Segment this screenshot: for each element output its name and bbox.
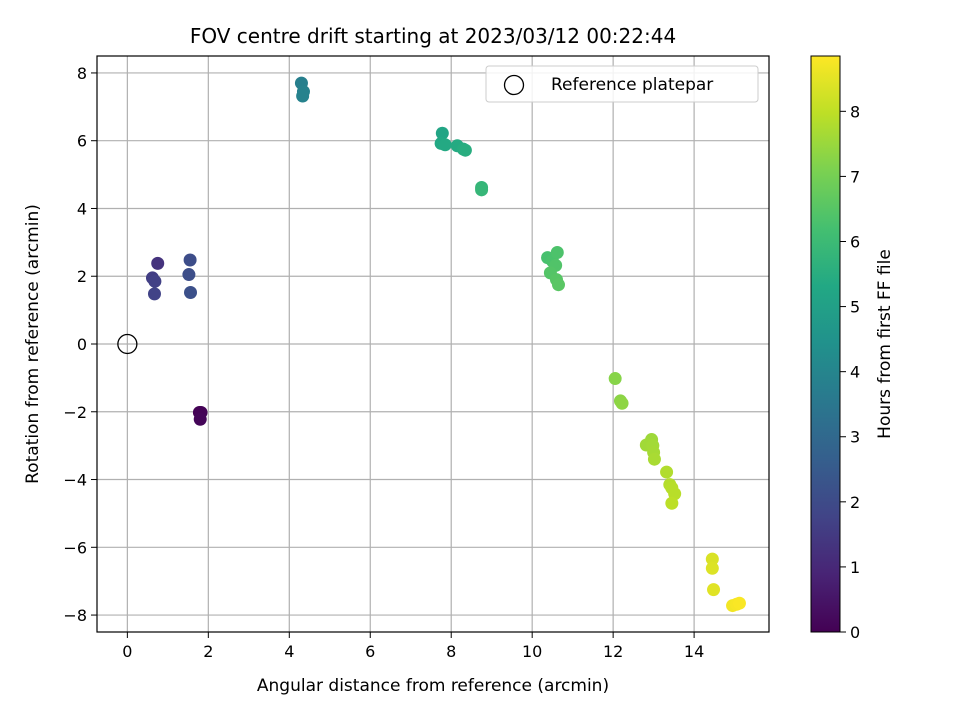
x-tick-label: 0 xyxy=(122,642,132,661)
axis-ticks: 0 2 4 6 8 10 12 14 −8 −6 −4 −2 0 2 4 6 8 xyxy=(63,64,704,661)
colorbar-tick-label: 2 xyxy=(850,493,860,512)
x-tick-label: 14 xyxy=(684,642,704,661)
colorbar-tick-label: 1 xyxy=(850,558,860,577)
legend-reference-label: Reference platepar xyxy=(551,75,713,95)
x-axis-label: Angular distance from reference (arcmin) xyxy=(257,676,609,696)
x-tick-label: 12 xyxy=(603,642,623,661)
colorbar-tick-label: 5 xyxy=(850,298,860,317)
data-point xyxy=(183,253,197,267)
data-point xyxy=(475,183,489,197)
legend-reference-marker-icon xyxy=(503,74,525,96)
data-point xyxy=(608,372,622,386)
data-point xyxy=(705,561,719,575)
data-point xyxy=(615,396,629,410)
data-point xyxy=(296,89,310,103)
colorbar-tick-label: 8 xyxy=(850,102,860,121)
y-tick-label: −6 xyxy=(63,538,87,557)
x-tick-label: 2 xyxy=(203,642,213,661)
x-tick-label: 10 xyxy=(522,642,542,661)
reference-platepar-marker xyxy=(117,333,138,355)
reference-marker-group xyxy=(117,333,138,355)
colorbar-tick-label: 3 xyxy=(850,428,860,447)
data-point xyxy=(732,596,746,610)
data-point xyxy=(705,552,719,566)
data-point xyxy=(435,126,449,140)
colorbar: 0 1 2 3 4 5 6 7 8 Hours from first FF file xyxy=(810,55,895,642)
colorbar-gradient xyxy=(811,56,840,632)
chart-title: FOV centre drift starting at 2023/03/12 … xyxy=(190,24,676,48)
y-tick-label: 4 xyxy=(77,199,87,218)
colorbar-tick-label: 7 xyxy=(850,167,860,186)
data-point xyxy=(665,496,679,510)
y-tick-label: 8 xyxy=(77,64,87,83)
colorbar-tick-label: 6 xyxy=(850,232,860,251)
y-tick-label: 6 xyxy=(77,132,87,151)
grid-lines xyxy=(97,56,769,632)
y-axis-label: Rotation from reference (arcmin) xyxy=(23,204,43,484)
data-point xyxy=(193,412,207,426)
legend: Reference platepar xyxy=(485,65,759,103)
x-tick-label: 4 xyxy=(284,642,294,661)
data-point xyxy=(182,268,196,282)
data-point xyxy=(184,285,198,299)
colorbar-label: Hours from first FF file xyxy=(875,249,895,439)
data-point xyxy=(438,138,452,152)
data-point xyxy=(647,452,661,466)
y-tick-label: −4 xyxy=(63,471,87,490)
colorbar-tick-label: 0 xyxy=(850,623,860,642)
colorbar-frame xyxy=(810,55,841,633)
legend-box xyxy=(485,65,759,103)
data-point xyxy=(550,246,564,260)
plot-frame xyxy=(96,55,770,633)
data-point xyxy=(151,256,165,270)
x-tick-label: 6 xyxy=(365,642,375,661)
data-point xyxy=(148,274,162,288)
colorbar-tick-label: 4 xyxy=(850,363,860,382)
y-tick-label: 2 xyxy=(77,267,87,286)
data-point xyxy=(458,143,472,157)
y-tick-label: −8 xyxy=(63,606,87,625)
y-tick-label: −2 xyxy=(63,403,87,422)
colorbar-ticks: 0 1 2 3 4 5 6 7 8 xyxy=(840,102,860,642)
data-points xyxy=(145,76,746,613)
data-point xyxy=(660,465,674,479)
data-point xyxy=(707,583,721,597)
y-tick-label: 0 xyxy=(77,335,87,354)
data-point xyxy=(147,287,161,301)
data-point xyxy=(551,278,565,292)
x-tick-label: 8 xyxy=(446,642,456,661)
